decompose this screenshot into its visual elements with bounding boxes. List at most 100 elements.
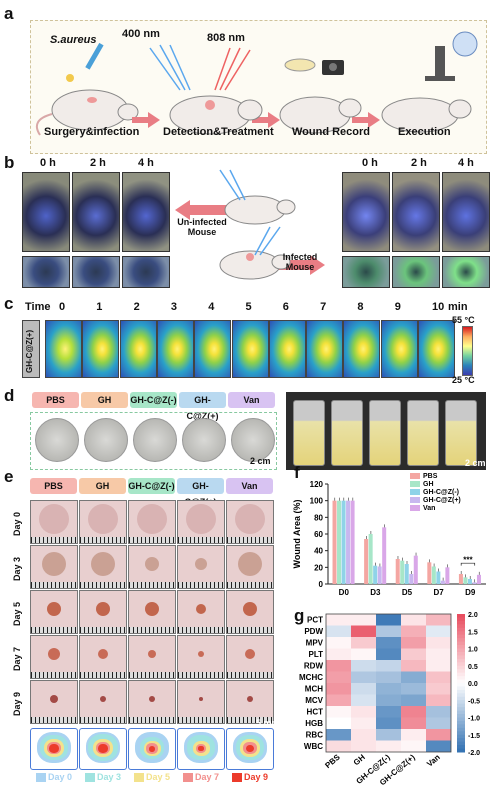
b-time-4-right: 4 h bbox=[458, 157, 474, 169]
d-group-header: PBS bbox=[32, 392, 79, 408]
g-colorbar-segment bbox=[457, 741, 465, 746]
g-colorbar-segment bbox=[457, 658, 465, 663]
mouse-execution bbox=[381, 97, 472, 133]
f-bar bbox=[346, 500, 351, 584]
g-colorbar-segment bbox=[457, 710, 465, 715]
g-colorbar-segment bbox=[457, 717, 465, 722]
g-colorbar-label: 0.0 bbox=[468, 681, 478, 688]
c-time-tick-9: 9 bbox=[394, 301, 401, 313]
d-vial bbox=[369, 400, 401, 466]
e-wound-trace bbox=[79, 728, 127, 770]
e-wound-spot bbox=[186, 504, 216, 534]
e-wound-spot bbox=[198, 651, 204, 657]
mouse-treatment bbox=[169, 95, 263, 135]
e-wound-trace bbox=[226, 728, 274, 770]
f-legend-label: PBS bbox=[423, 473, 438, 480]
panel-label-b: b bbox=[4, 153, 15, 172]
f-legend-swatch bbox=[410, 497, 420, 503]
f-bar bbox=[400, 560, 405, 584]
g-heat-cell bbox=[401, 614, 426, 626]
e-group-header: GH-C@Z(-) bbox=[128, 478, 175, 494]
b-uninfected-zoom-2h bbox=[72, 256, 120, 288]
f-significance-bracket bbox=[460, 562, 476, 566]
panel-label-a: a bbox=[4, 4, 14, 23]
e-legend-label: Day 9 bbox=[244, 772, 269, 782]
b-uninfected-zoom-0h bbox=[22, 256, 70, 288]
g-colorbar-segment bbox=[457, 669, 465, 674]
g-col-label: PBS bbox=[323, 752, 342, 770]
f-significance-label: *** bbox=[463, 555, 473, 564]
g-colorbar-label: 1.0 bbox=[468, 647, 478, 654]
e-wound-photo bbox=[177, 635, 225, 679]
f-bar bbox=[445, 567, 450, 584]
e-ruler bbox=[178, 627, 224, 633]
c-time-tick-1: 1 bbox=[96, 301, 103, 313]
f-legend-swatch bbox=[410, 473, 420, 479]
f-legend-label: GH-C@Z(+) bbox=[423, 497, 461, 504]
f-legend-swatch bbox=[410, 481, 420, 487]
e-legend-label: Day 5 bbox=[146, 772, 171, 782]
e-group-header: Van bbox=[226, 478, 273, 494]
b-time-0-right: 0 h bbox=[362, 157, 378, 169]
f-legend-label: Van bbox=[423, 505, 435, 512]
e-legend-swatch bbox=[232, 773, 242, 782]
e-ruler bbox=[227, 672, 273, 678]
g-heat-cell bbox=[376, 729, 401, 741]
g-colorbar-segment bbox=[457, 720, 465, 725]
e-ruler bbox=[31, 717, 77, 723]
arrow-3 bbox=[352, 112, 380, 128]
g-heat-cell bbox=[426, 648, 451, 660]
wavelength-400: 400 nm bbox=[122, 28, 160, 40]
g-heat-cell bbox=[401, 740, 426, 752]
e-wound-photo bbox=[30, 500, 78, 544]
blood-heatmap: PCT PDW MPV PLT RDW MCHC MCH MCV HCT HGB RBC WBCPBS… bbox=[299, 612, 480, 786]
b-uninfected-0h bbox=[22, 172, 70, 252]
e-group-header: PBS bbox=[30, 478, 77, 494]
c-thermal-image bbox=[268, 320, 306, 378]
c-time-tick-2: 2 bbox=[133, 301, 140, 313]
g-colorbar-segment bbox=[457, 693, 465, 698]
e-wound-trace bbox=[128, 728, 176, 770]
panel-label-c: c bbox=[4, 294, 14, 313]
e-legend-swatch bbox=[183, 773, 193, 782]
e-wound-spot bbox=[245, 649, 255, 659]
d-group-header: GH-C@Z(+) bbox=[179, 392, 226, 421]
f-bar bbox=[463, 577, 468, 584]
e-wound-photo bbox=[226, 500, 274, 544]
e-wound-spot bbox=[100, 696, 106, 702]
e-legend-swatch bbox=[85, 773, 95, 782]
e-ruler bbox=[129, 537, 175, 543]
arrow-1 bbox=[132, 112, 160, 128]
f-bar bbox=[382, 527, 387, 584]
g-heat-cell bbox=[401, 648, 426, 660]
e-wound-spot bbox=[196, 604, 206, 614]
bacteria-icon bbox=[66, 74, 74, 82]
g-heat-cell bbox=[326, 740, 351, 752]
g-heat-cell bbox=[426, 683, 451, 695]
e-legend-swatch bbox=[36, 773, 46, 782]
cells-icon bbox=[452, 31, 478, 57]
g-heat-cell bbox=[351, 683, 376, 695]
b-infected-0h bbox=[342, 172, 390, 252]
d-agar-plate bbox=[35, 418, 79, 462]
g-colorbar-segment bbox=[457, 745, 465, 750]
g-heat-cell bbox=[426, 706, 451, 718]
g-colorbar-segment bbox=[457, 731, 465, 736]
g-heat-cell bbox=[376, 625, 401, 637]
c-thermal-image bbox=[380, 320, 418, 378]
panel-label-e: e bbox=[4, 467, 14, 486]
d-group-header: GH bbox=[81, 392, 128, 408]
e-ruler bbox=[80, 672, 126, 678]
d-vial bbox=[331, 400, 363, 466]
e-legend-label: Day 7 bbox=[195, 772, 220, 782]
g-colorbar-segment bbox=[457, 662, 465, 667]
c-scale-max: 55 °C bbox=[452, 315, 475, 325]
g-heat-cell bbox=[401, 671, 426, 683]
g-heat-cell bbox=[426, 637, 451, 649]
g-heat-cell bbox=[376, 694, 401, 706]
g-heat-cell bbox=[326, 660, 351, 672]
c-time-tick-7: 7 bbox=[320, 301, 327, 313]
f-bar bbox=[476, 574, 481, 584]
g-heat-cell bbox=[401, 660, 426, 672]
g-colorbar-segment bbox=[457, 738, 465, 743]
